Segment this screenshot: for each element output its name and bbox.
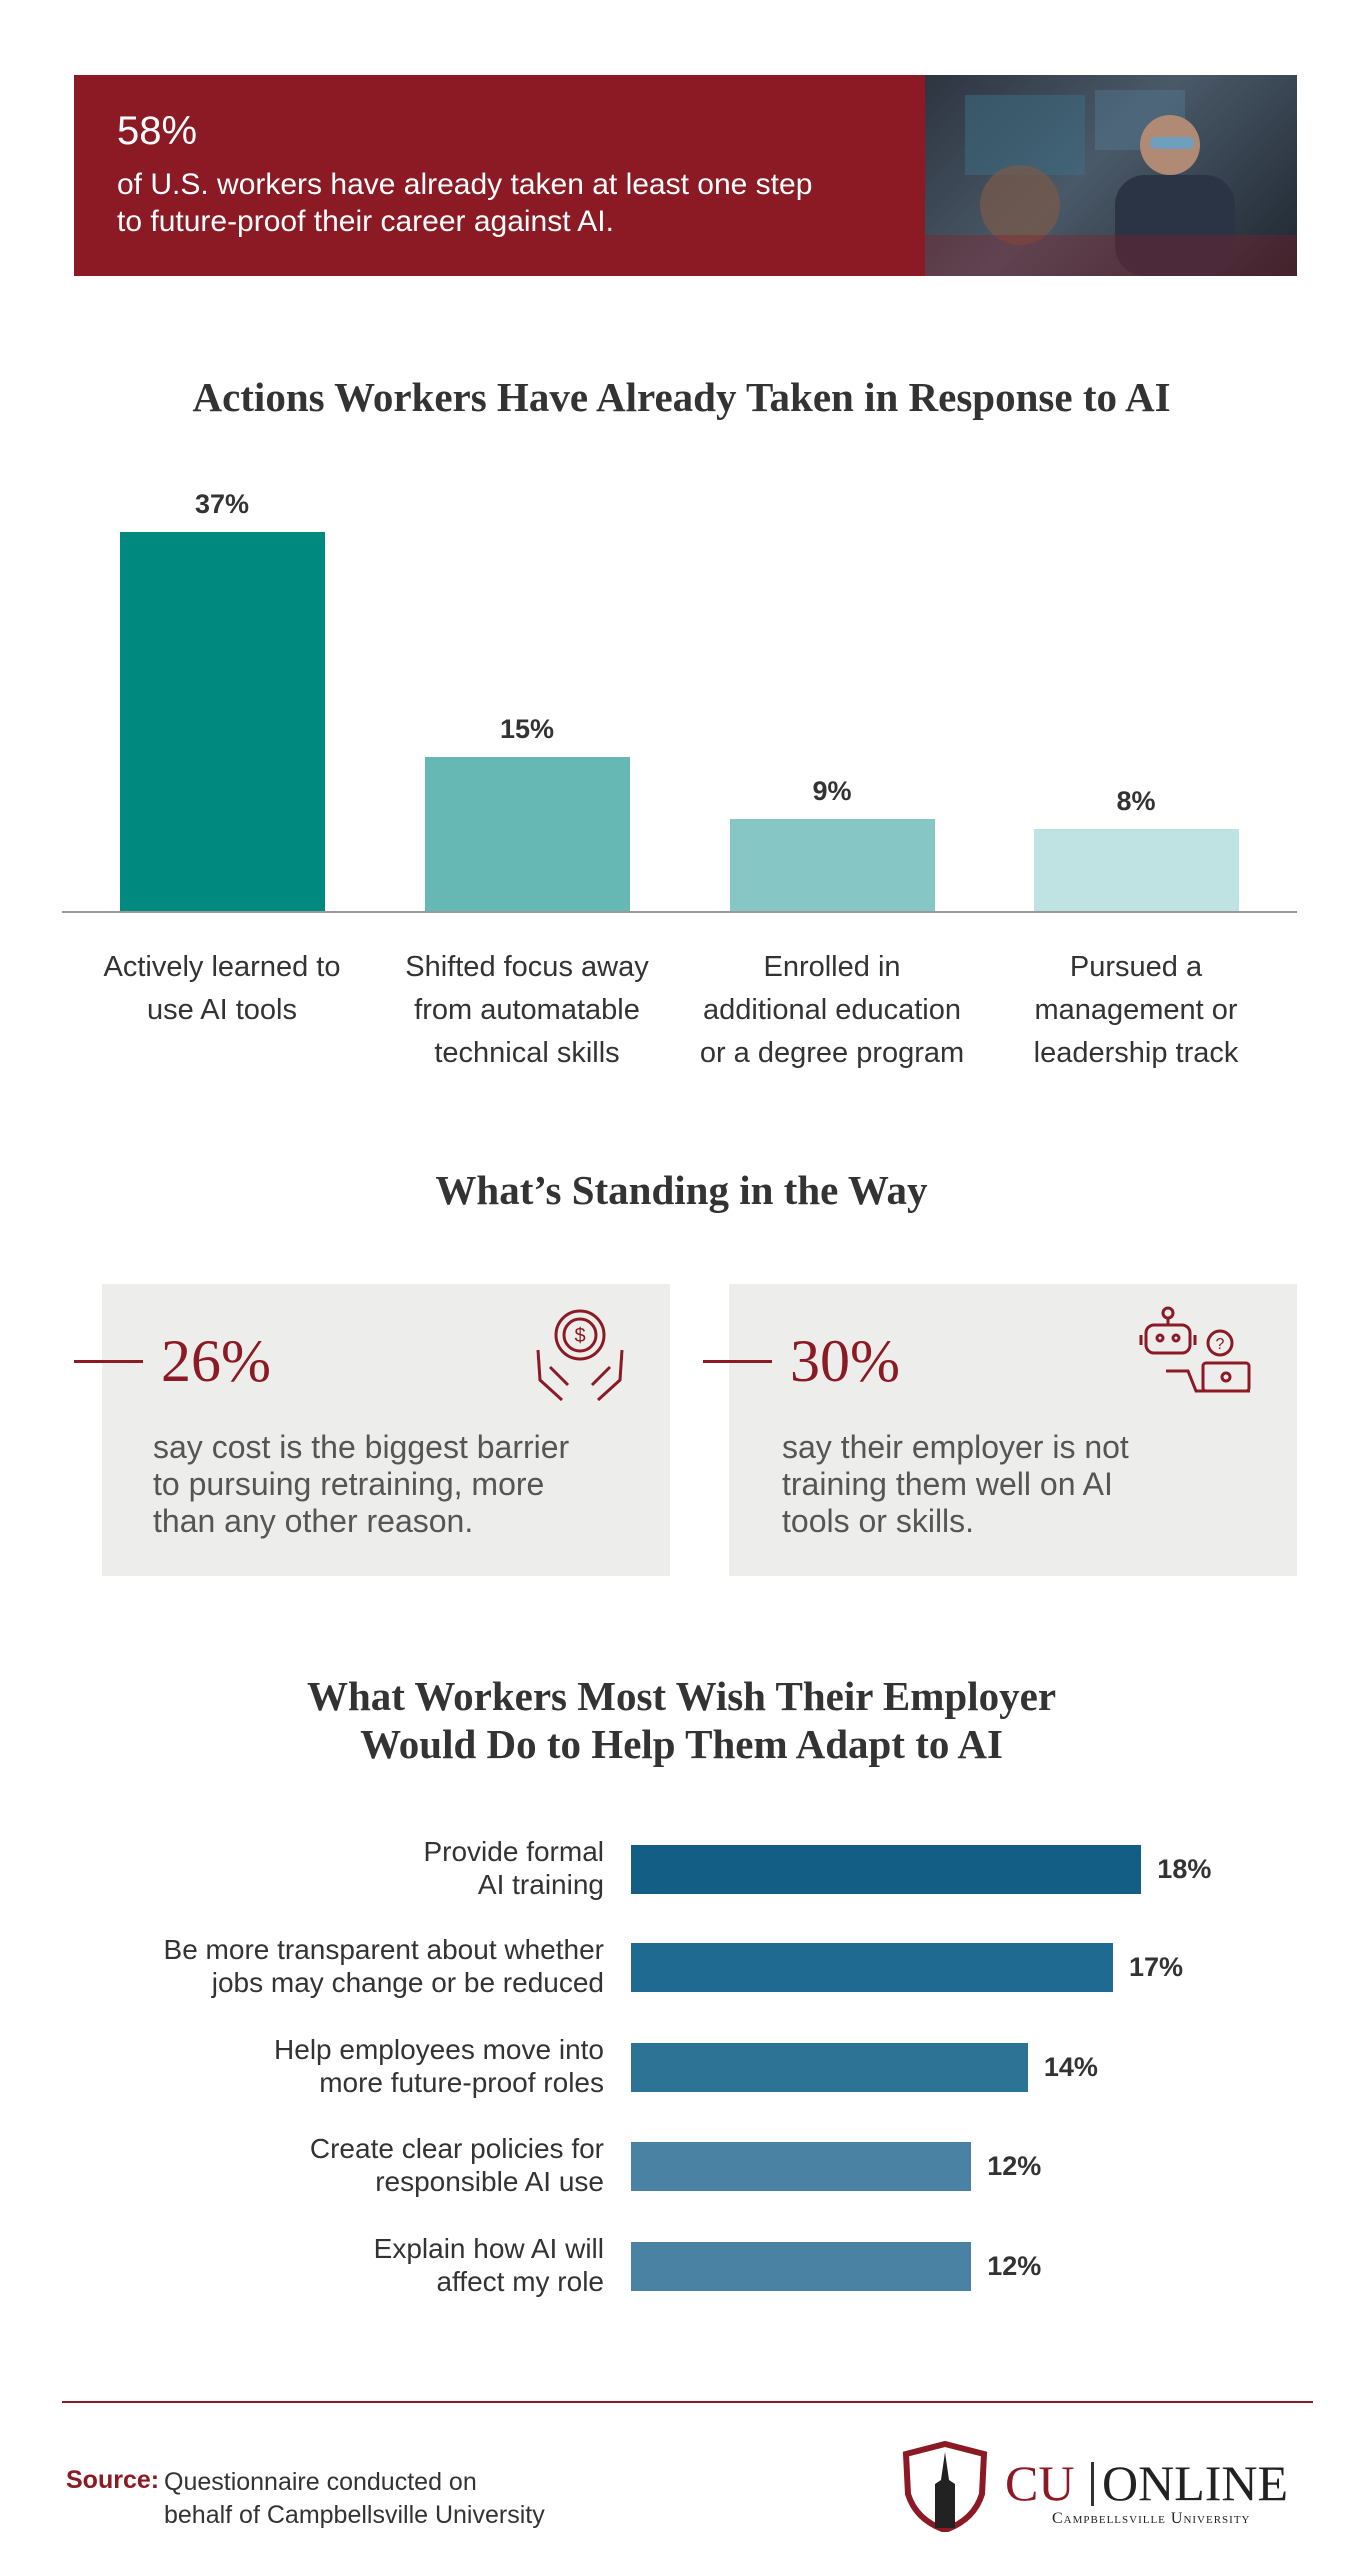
barrier-stat: 26% (161, 1328, 271, 1394)
y-tick-label: Be more transparent about whether jobs m… (163, 1934, 604, 1998)
cost-icon: $ (536, 1309, 624, 1402)
x-axis-line (62, 911, 1297, 913)
logo-university: Campbellsville University (1052, 2510, 1251, 2527)
x-tick-label: Shifted focus away from automatable tech… (405, 951, 649, 1069)
logo-cu: CU (1005, 2455, 1075, 2511)
value-label: 37% (194, 488, 250, 519)
bar (631, 1942, 1113, 1992)
bar (631, 2241, 972, 2291)
x-tick-label: Actively learned to use AI tools (103, 951, 341, 1026)
robot-icon: ? (1139, 1306, 1251, 1393)
svg-text:$: $ (574, 1325, 585, 1347)
source-label: Source: (66, 2466, 160, 2494)
bar (119, 531, 325, 911)
value-label: 12% (987, 2251, 1042, 2281)
logo-divider (1091, 2462, 1094, 2506)
logo-shield (902, 2440, 988, 2532)
value-label: 17% (1128, 1952, 1183, 1982)
banner-text: of U.S. workers have already taken at le… (117, 168, 813, 238)
svg-text:?: ? (1216, 1336, 1225, 1353)
photo-illustration (925, 90, 1297, 276)
barrier-card (102, 1284, 670, 1576)
y-tick-label: Explain how AI will affect my role (373, 2233, 604, 2297)
bar (631, 2042, 1028, 2092)
value-label: 15% (499, 714, 555, 745)
chart-title: What Workers Most Wish Their Employer Wo… (306, 1673, 1057, 1767)
bar (631, 1844, 1142, 1894)
logo-online: ONLINE (1102, 2455, 1289, 2511)
bar (631, 2141, 972, 2191)
x-tick-label: Pursued a management or leadership track (1033, 951, 1239, 1069)
barrier-text: say cost is the biggest barrier to pursu… (153, 1429, 570, 1539)
value-label: 18% (1157, 1854, 1212, 1884)
section-title: What’s Standing in the Way (435, 1167, 928, 1213)
y-tick-label: Provide formal AI training (423, 1836, 604, 1900)
value-label: 9% (812, 775, 852, 806)
chart-title: Actions Workers Have Already Taken in Re… (192, 374, 1171, 420)
footer-rule (62, 2401, 1313, 2403)
bar (729, 818, 935, 911)
source-text: Questionnaire conducted on behalf of Cam… (164, 2468, 545, 2529)
barrier-stat: 30% (790, 1328, 900, 1394)
value-label: 14% (1043, 2052, 1098, 2082)
banner-photo (925, 75, 1297, 276)
bar (1033, 829, 1239, 911)
bar (424, 757, 630, 911)
x-tick-label: Enrolled in additional education or a de… (699, 951, 965, 1069)
value-label: 12% (987, 2151, 1042, 2181)
accent-dash (74, 1360, 143, 1363)
barrier-text: say their employer is not training them … (782, 1429, 1129, 1539)
y-tick-label: Create clear policies for responsible AI… (309, 2133, 604, 2197)
accent-dash (703, 1360, 772, 1363)
barrier-card (729, 1284, 1297, 1576)
banner-stat: 58% (117, 109, 198, 153)
y-tick-label: Help employees move into more future-pro… (274, 2034, 604, 2098)
value-label: 8% (1116, 786, 1156, 816)
